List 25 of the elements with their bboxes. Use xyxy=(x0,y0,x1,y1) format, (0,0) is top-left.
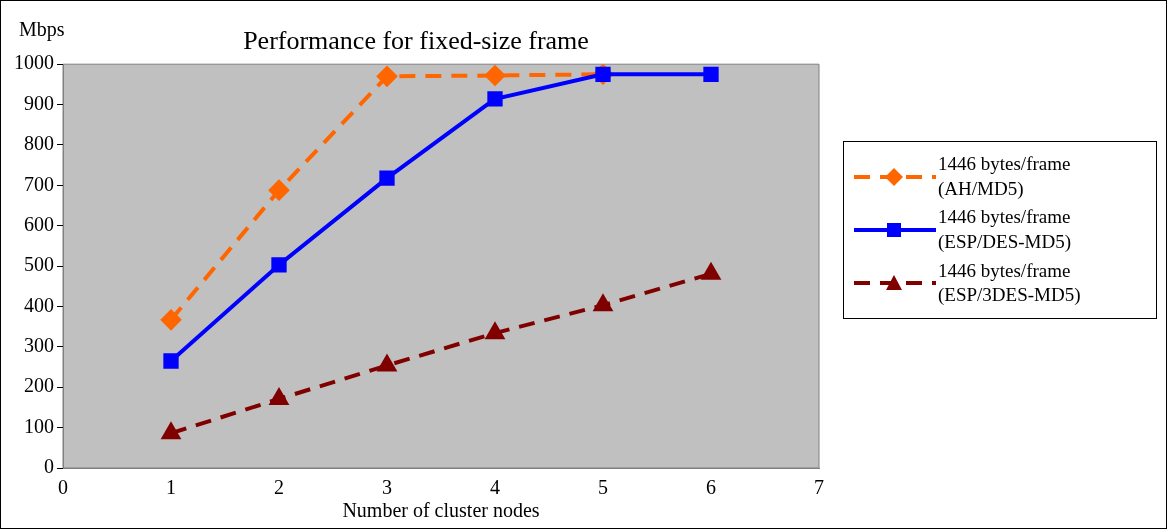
y-tick-label: 100 xyxy=(24,414,54,437)
x-tick-label: 2 xyxy=(274,476,284,499)
x-tick-label: 4 xyxy=(490,476,500,499)
y-tick-label: 500 xyxy=(24,253,54,276)
x-tick-label: 0 xyxy=(58,476,68,499)
y-tick-label: 600 xyxy=(24,212,54,235)
legend-label: 1446 bytes/frame (ESP/3DES-MD5) xyxy=(938,258,1082,308)
x-tick-label: 6 xyxy=(706,476,716,499)
x-axis-title: Number of cluster nodes xyxy=(342,499,540,522)
y-tick-label: 400 xyxy=(24,293,54,316)
y-tick-label: 700 xyxy=(24,172,54,195)
legend-label: 1446 bytes/frame (ESP/DES-MD5) xyxy=(938,205,1072,255)
x-tick-label: 7 xyxy=(814,476,824,499)
y-tick-label: 800 xyxy=(24,132,54,155)
y-tick-label: 1000 xyxy=(14,51,54,74)
y-tick-label: 300 xyxy=(24,334,54,357)
y-tick-label: 0 xyxy=(44,455,54,478)
y-tick-label: 200 xyxy=(24,374,54,397)
legend-label: 1446 bytes/frame (AH/MD5) xyxy=(938,152,1072,201)
x-tick-label: 5 xyxy=(598,476,608,499)
x-tick-label: 1 xyxy=(166,476,176,499)
y-tick-label: 900 xyxy=(24,91,54,114)
x-tick-label: 3 xyxy=(382,476,392,499)
chart-title: Performance for fixed-size frame xyxy=(243,26,589,56)
y-axis-title: Mbps xyxy=(19,18,65,42)
